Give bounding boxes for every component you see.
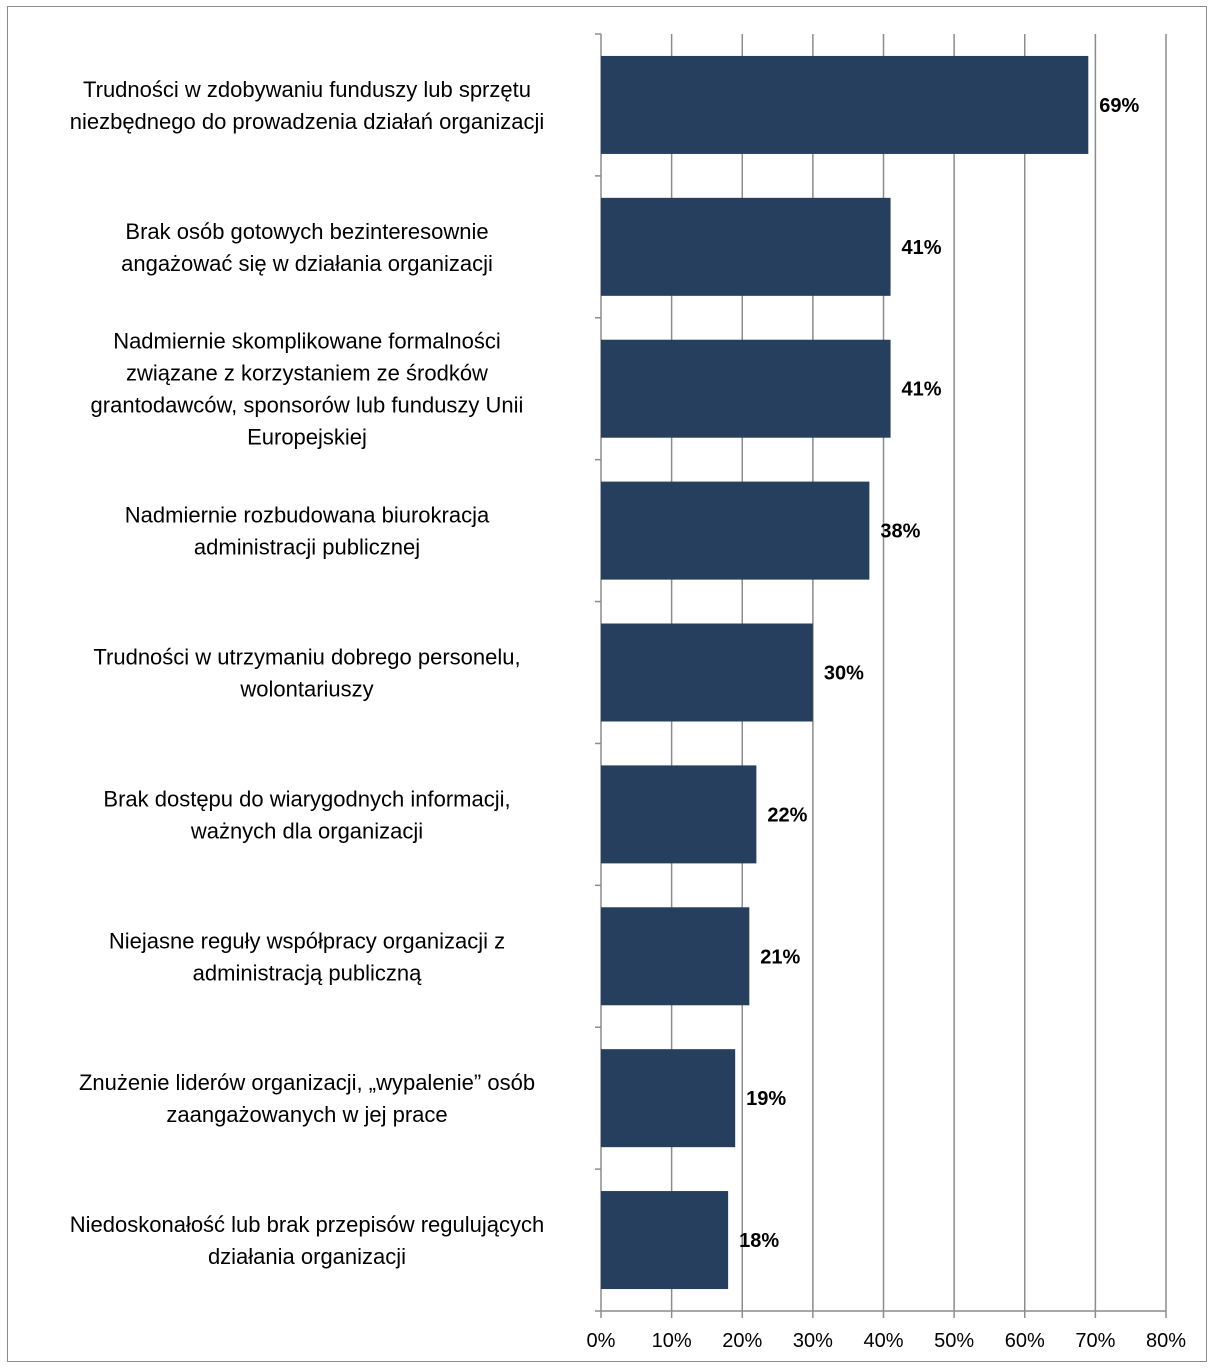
data-label: 69% <box>1099 95 1139 117</box>
category-label-line: angażować się w działania organizacji <box>121 251 493 276</box>
x-tick-label: 70% <box>1075 1330 1115 1352</box>
category-label-line: wolontariuszy <box>239 677 373 702</box>
category-label-line: Znużenie liderów organizacji, „wypalenie… <box>79 1070 535 1095</box>
data-label: 18% <box>739 1230 779 1252</box>
category-label-line: administracji publicznej <box>194 535 420 560</box>
bar <box>601 1049 736 1148</box>
x-tick-label: 20% <box>722 1330 762 1352</box>
category-label-line: Brak dostępu do wiarygodnych informacji, <box>103 786 510 811</box>
category-label-line: administracją publiczną <box>193 960 422 985</box>
category-label: Znużenie liderów organizacji, „wypalenie… <box>79 1070 535 1127</box>
data-label: 38% <box>880 521 920 543</box>
category-label-line: Trudności w zdobywaniu funduszy lub sprz… <box>83 77 531 102</box>
category-label-line: Niedoskonałość lub brak przepisów regulu… <box>70 1212 544 1237</box>
category-label-line: zaangażowanych w jej prace <box>166 1102 447 1127</box>
category-label: Niedoskonałość lub brak przepisów regulu… <box>70 1212 544 1269</box>
category-label: Nadmiernie rozbudowana biurokracja admini… <box>125 503 490 560</box>
bar <box>601 197 891 296</box>
category-label-line: Europejskiej <box>247 425 367 450</box>
category-label-line: związane z korzystaniem ze środków <box>126 361 488 386</box>
category-label: Nadmiernie skomplikowane formalności zwią… <box>91 329 524 450</box>
bar <box>601 55 1089 154</box>
bar <box>601 481 870 580</box>
data-label: 30% <box>824 663 864 685</box>
category-label: Trudności w zdobywaniu funduszy lub sprz… <box>70 77 545 134</box>
category-label: Niejasne reguły współpracy organizacji z… <box>109 928 505 985</box>
category-label: Trudności w utrzymaniu dobrego personelu… <box>93 645 520 702</box>
category-label-line: niezbędnego do prowadzenia działań organ… <box>70 109 545 134</box>
bar <box>601 1191 729 1290</box>
data-label: 41% <box>902 237 942 259</box>
category-label-line: grantodawców, sponsorów lub funduszy Uni… <box>91 393 524 418</box>
data-label: 22% <box>767 804 807 826</box>
x-tick-label: 50% <box>934 1330 974 1352</box>
data-label: 41% <box>902 379 942 401</box>
category-label: Brak dostępu do wiarygodnych informacji,… <box>103 786 510 843</box>
x-tick-label: 80% <box>1146 1330 1186 1352</box>
category-label-line: ważnych dla organizacji <box>190 818 423 843</box>
x-tick-label: 30% <box>793 1330 833 1352</box>
bar <box>601 623 813 722</box>
x-tick-label: 60% <box>1005 1330 1045 1352</box>
category-label: Brak osób gotowych bezinteresownie angażo… <box>121 219 493 276</box>
x-tick-label: 0% <box>587 1330 616 1352</box>
x-tick-label: 10% <box>652 1330 692 1352</box>
category-label-line: Trudności w utrzymaniu dobrego personelu… <box>93 645 520 670</box>
data-label: 19% <box>746 1088 786 1110</box>
category-label-line: Niejasne reguły współpracy organizacji z <box>109 928 505 953</box>
bar <box>601 907 750 1006</box>
category-label-line: działania organizacji <box>208 1244 406 1269</box>
category-label-line: Brak osób gotowych bezinteresownie <box>125 219 488 244</box>
bar <box>601 765 757 864</box>
data-label: 21% <box>760 946 800 968</box>
category-label-line: Nadmiernie rozbudowana biurokracja <box>125 503 490 528</box>
x-tick-label: 40% <box>863 1330 903 1352</box>
category-label-line: Nadmiernie skomplikowane formalności <box>113 329 501 354</box>
bar <box>601 339 891 438</box>
